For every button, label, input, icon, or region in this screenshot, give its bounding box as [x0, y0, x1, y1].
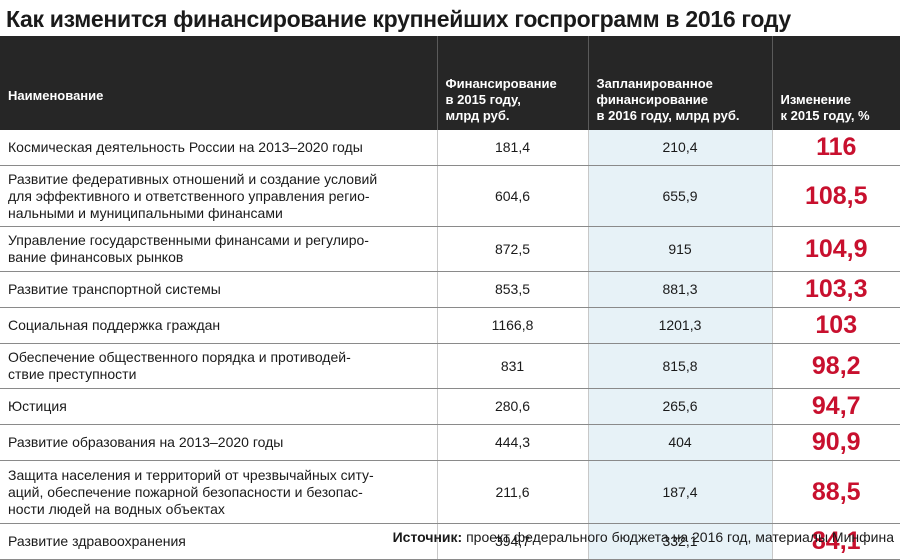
change-value: 104,9 [772, 226, 900, 272]
change-value: 98,2 [772, 343, 900, 389]
change-value: 108,5 [772, 165, 900, 227]
change-value: 103 [772, 307, 900, 344]
table-row: Развитие транспортной системы 853,5 881,… [0, 271, 900, 308]
program-name: Обеспечение общественного порядка и прот… [0, 343, 438, 389]
funding-2016-value: 210,4 [588, 130, 773, 166]
funding-2015-value: 853,5 [437, 271, 589, 308]
funding-2016-value: 881,3 [588, 271, 773, 308]
source-label: Источник: [392, 529, 463, 545]
program-name: Развитие транспортной системы [0, 271, 438, 308]
change-value: 88,5 [772, 460, 900, 524]
funding-2016-value: 187,4 [588, 460, 773, 524]
change-value: 103,3 [772, 271, 900, 308]
funding-2015-value: 604,6 [437, 165, 589, 227]
source-note: Источник: проект федерального бюджета на… [393, 526, 894, 548]
table-row: Развитие федеративных отношений и создан… [0, 165, 900, 227]
table-row: Развитие образования на 2013–2020 годы 4… [0, 424, 900, 461]
funding-2015-value: 280,6 [437, 388, 589, 425]
program-name: Управление государственными финансами и … [0, 226, 438, 272]
table-row: Юстиция 280,6 265,6 94,7 [0, 388, 900, 425]
source-text: проект федерального бюджета на 2016 год,… [462, 529, 894, 545]
page-title: Как изменится финансирование крупнейших … [6, 6, 791, 32]
column-header-name: Наименование [0, 36, 438, 130]
table-row: Космическая деятельность России на 2013–… [0, 130, 900, 166]
program-name: Развитие федеративных отношений и создан… [0, 165, 438, 227]
program-name: Защита населения и территорий от чрезвыч… [0, 460, 438, 524]
table-row: Обеспечение общественного порядка и прот… [0, 343, 900, 389]
table-row: Социальная поддержка граждан 1166,8 1201… [0, 307, 900, 344]
program-name: Социальная поддержка граждан [0, 307, 438, 344]
funding-2015-value: 211,6 [437, 460, 589, 524]
table-row: Защита населения и территорий от чрезвыч… [0, 460, 900, 524]
column-header-funding-2015: Финансирование в 2015 году, млрд руб. [437, 36, 589, 130]
table-row: Управление государственными финансами и … [0, 226, 900, 272]
table-header-row: Наименование Финансирование в 2015 году,… [0, 36, 900, 130]
funding-2016-value: 265,6 [588, 388, 773, 425]
program-name: Юстиция [0, 388, 438, 425]
funding-2016-value: 404 [588, 424, 773, 461]
funding-2016-value: 655,9 [588, 165, 773, 227]
funding-2015-value: 181,4 [437, 130, 589, 166]
change-value: 116 [772, 130, 900, 166]
program-name: Развитие здравоохранения [0, 523, 438, 560]
funding-2016-value: 815,8 [588, 343, 773, 389]
funding-2016-value: 915 [588, 226, 773, 272]
change-value: 90,9 [772, 424, 900, 461]
change-value: 94,7 [772, 388, 900, 425]
column-header-change: Изменение к 2015 году, % [772, 36, 900, 130]
program-name: Космическая деятельность России на 2013–… [0, 130, 438, 166]
column-header-funding-2016: Запланированное финансирование в 2016 го… [588, 36, 773, 130]
funding-2016-value: 1201,3 [588, 307, 773, 344]
funding-2015-value: 1166,8 [437, 307, 589, 344]
funding-table: Наименование Финансирование в 2015 году,… [0, 36, 900, 560]
funding-2015-value: 444,3 [437, 424, 589, 461]
funding-2015-value: 872,5 [437, 226, 589, 272]
program-name: Развитие образования на 2013–2020 годы [0, 424, 438, 461]
funding-2015-value: 831 [437, 343, 589, 389]
